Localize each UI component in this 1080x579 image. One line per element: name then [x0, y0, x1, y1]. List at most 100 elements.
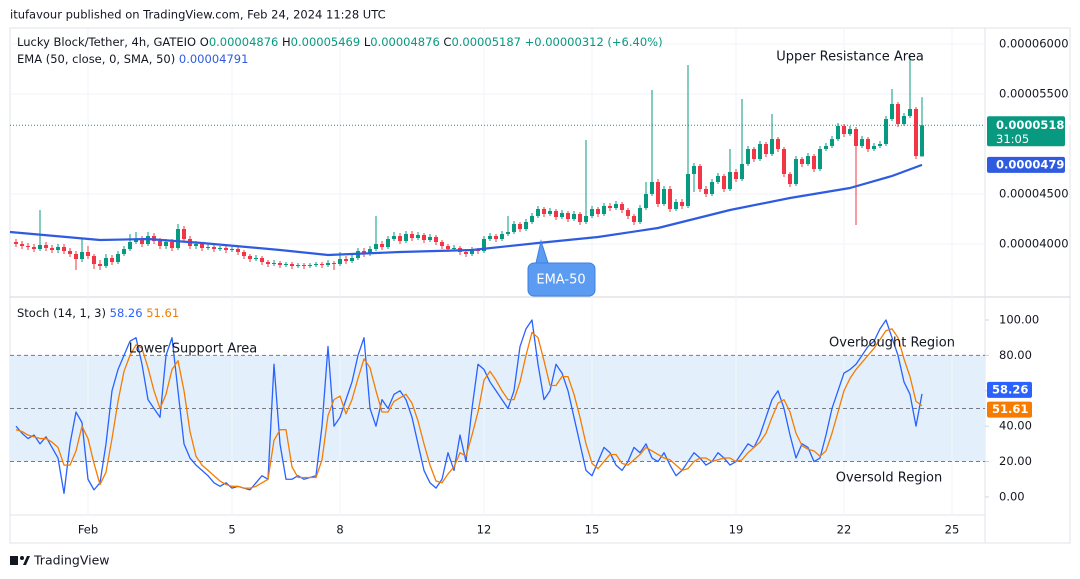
candle-body: [524, 222, 528, 229]
line-series: [15, 319, 923, 495]
candle-body: [722, 176, 726, 189]
candle-body: [566, 213, 570, 219]
candle-body: [62, 247, 66, 251]
candle-body: [854, 129, 858, 146]
stoch-label-box: [987, 401, 1032, 418]
candle-body: [110, 258, 114, 262]
candle-body: [590, 209, 594, 216]
candle-body: [824, 146, 828, 149]
candle-body: [44, 245, 48, 248]
candle-body: [584, 216, 588, 222]
countdown: 31:05: [996, 132, 1029, 146]
candle-body: [278, 263, 282, 265]
candle-body: [740, 164, 744, 179]
candle-body: [884, 119, 888, 144]
candle-body: [80, 252, 84, 259]
ema-value: 0.00004791: [179, 52, 249, 66]
y-tick-label: 40.00: [999, 419, 1032, 433]
ohlc-label: O: [200, 35, 209, 49]
candle-body: [254, 258, 258, 259]
candle-body: [482, 239, 486, 251]
candle-body: [650, 182, 654, 194]
candle-body: [368, 249, 372, 254]
candle-body: [302, 265, 306, 266]
candle-body: [98, 264, 102, 266]
y-tick-label: 0.00006000: [999, 37, 1069, 51]
candle-body: [350, 258, 354, 261]
ohlc-value: 0.00005187: [451, 35, 521, 49]
candle-body: [788, 174, 792, 184]
candle-body: [320, 264, 324, 265]
candle-body: [920, 125, 924, 157]
price-legend: Lucky Block/Tether, 4h, GATEIO O0.000048…: [17, 35, 663, 49]
annotation: Lower Support Area: [129, 342, 258, 357]
x-tick-label: 22: [837, 523, 852, 537]
candle-body: [224, 248, 228, 250]
candle-body: [656, 182, 660, 204]
y-tick-label: 0.00004000: [999, 237, 1069, 251]
candle-body: [728, 172, 732, 189]
candle-body: [260, 258, 264, 262]
x-tick-label: 25: [945, 523, 960, 537]
logo-mark: [20, 556, 24, 560]
y-tick-label: 20.00: [999, 454, 1032, 468]
candle-body: [326, 263, 330, 265]
logo-mark: [23, 556, 30, 565]
candle-body: [92, 256, 96, 264]
candle-body: [266, 262, 270, 264]
ohlc-value: 0.00004876: [209, 35, 279, 49]
candle-body: [416, 235, 420, 238]
candle-body: [404, 234, 408, 241]
candle-body: [470, 250, 474, 254]
candle-body: [56, 247, 60, 250]
candle-body: [68, 251, 72, 254]
candle-body: [536, 209, 540, 216]
candle-body: [662, 189, 666, 204]
candle-body: [128, 242, 132, 249]
candle-body: [896, 104, 900, 124]
candle-body: [782, 149, 786, 174]
candle-body: [440, 242, 444, 246]
candle-body: [596, 209, 600, 214]
candle-body: [878, 144, 882, 146]
candle-body: [560, 213, 564, 217]
annotation: EMA-50: [536, 273, 585, 288]
candle-body: [890, 104, 894, 119]
candle-body: [50, 248, 54, 250]
candle-body: [182, 229, 186, 239]
candle-body: [908, 109, 912, 116]
candle-body: [104, 258, 108, 266]
candle-body: [806, 156, 810, 164]
candle-body: [686, 174, 690, 206]
candle-body: [434, 237, 438, 242]
candle-body: [716, 176, 720, 182]
candle-body: [578, 214, 582, 222]
candle-body: [614, 204, 618, 208]
frame: [9, 27, 1071, 544]
ema-legend: EMA (50, close, 0, SMA, 50) 0.00004791: [17, 52, 248, 66]
annotation: Overbought Region: [829, 336, 955, 351]
candle-body: [116, 254, 120, 262]
x-tick-label: 15: [585, 523, 600, 537]
header: itufavour published on TradingView.com, …: [10, 8, 386, 22]
annotation: Upper Resistance Area: [776, 50, 924, 65]
x-tick-label: 8: [336, 523, 343, 537]
candle-body: [386, 239, 390, 247]
candle-body: [692, 166, 696, 174]
x-tick-label: 5: [228, 523, 235, 537]
candle-body: [212, 247, 216, 249]
candle-body: [680, 202, 684, 206]
ohlc-label: L: [364, 35, 371, 49]
symbol: Lucky Block/Tether, 4h, GATEIO: [17, 35, 196, 49]
stoch-label: 58.26: [992, 382, 1028, 396]
candle-body: [422, 235, 426, 240]
candle-body: [752, 149, 756, 159]
candle-body: [242, 252, 246, 256]
candle-body: [872, 146, 876, 149]
candle-body: [296, 265, 300, 266]
candle-body: [572, 214, 576, 219]
candle-body: [674, 202, 678, 209]
x-tick-label: 12: [477, 523, 492, 537]
candle-body: [746, 149, 750, 164]
